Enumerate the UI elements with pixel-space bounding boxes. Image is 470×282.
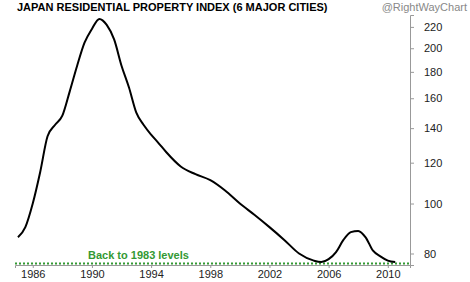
- x-tick: 2006: [317, 265, 341, 280]
- y-tick-mark: [410, 72, 414, 73]
- x-tick-label: 1990: [80, 268, 104, 280]
- y-tick-mark: [410, 48, 414, 49]
- y-tick: 80: [410, 248, 436, 260]
- y-tick-label: 100: [424, 198, 442, 210]
- x-tick-label: 2010: [376, 268, 400, 280]
- y-tick-mark: [410, 98, 414, 99]
- chart: 1986 1990 1994 1998 2002 2006 2010 80 100 120 140 1…: [0, 0, 470, 282]
- y-tick-label: 120: [424, 157, 442, 169]
- y-tick-label: 80: [424, 248, 436, 260]
- reference-line: [15, 263, 410, 265]
- y-tick-label: 200: [424, 42, 442, 54]
- y-tick: 100: [410, 198, 442, 210]
- y-tick: 160: [410, 92, 442, 104]
- x-tick-label: 1986: [21, 268, 45, 280]
- index-line: [18, 19, 395, 262]
- y-tick-label: 220: [424, 21, 442, 33]
- x-tick: 2002: [258, 265, 282, 280]
- y-axis: 80 100 120 140 160 180 200 220: [410, 16, 442, 266]
- title: JAPAN RESIDENTIAL PROPERTY INDEX (6 MAJO…: [17, 1, 328, 13]
- subtitle: @RightWayChart: [382, 1, 467, 13]
- y-tick-mark: [410, 204, 414, 205]
- y-tick: 140: [410, 122, 442, 134]
- y-tick: 120: [410, 157, 442, 169]
- y-tick: 200: [410, 42, 442, 54]
- plot-area: [15, 19, 410, 264]
- y-tick-label: 180: [424, 66, 442, 78]
- x-tick-label: 1994: [139, 268, 163, 280]
- x-tick: 1994: [139, 265, 163, 280]
- y-axis-line: [411, 16, 415, 266]
- y-tick-mark: [410, 254, 414, 255]
- x-tick: 1990: [80, 265, 104, 280]
- y-tick-label: 160: [424, 92, 442, 104]
- x-tick: 2010: [376, 265, 400, 280]
- x-tick: 1998: [199, 265, 223, 280]
- y-tick-mark: [410, 128, 414, 129]
- y-tick: 180: [410, 66, 442, 78]
- annotation: Back to 1983 levels: [88, 249, 189, 261]
- x-tick: 1986: [21, 265, 45, 280]
- y-tick-mark: [410, 163, 414, 164]
- x-tick-label: 2006: [317, 268, 341, 280]
- x-axis: 1986 1990 1994 1998 2002 2006 2010: [16, 265, 411, 280]
- x-tick-label: 2002: [258, 268, 282, 280]
- y-tick: 220: [410, 21, 442, 33]
- x-tick-label: 1998: [199, 268, 223, 280]
- y-tick-mark: [410, 27, 414, 28]
- y-tick-label: 140: [424, 122, 442, 134]
